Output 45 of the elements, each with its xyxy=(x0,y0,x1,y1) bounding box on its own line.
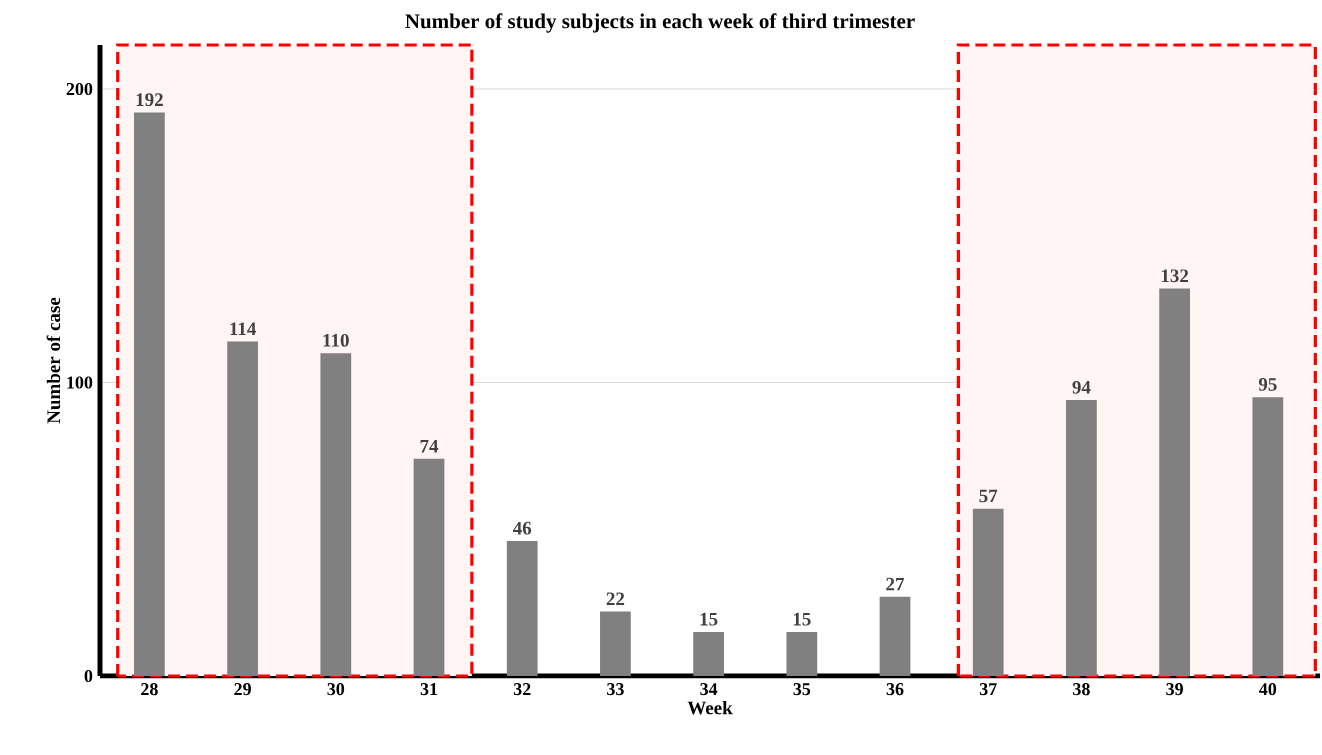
chart-title: Number of study subjects in each week of third trimester xyxy=(405,13,915,33)
data-label: 110 xyxy=(323,333,349,347)
data-label: 95 xyxy=(1258,378,1277,391)
x-tick-label: 29 xyxy=(234,683,251,696)
data-label: 22 xyxy=(606,592,625,606)
bar xyxy=(1252,397,1284,676)
bar xyxy=(320,353,352,676)
x-tick-label: 30 xyxy=(327,683,345,696)
y-tick-label: 100 xyxy=(67,376,93,389)
y-tick-label: 200 xyxy=(66,82,93,96)
data-label: 114 xyxy=(230,322,256,336)
x-tick-label: 36 xyxy=(886,683,904,696)
x-axis-title: Week xyxy=(687,700,733,715)
bar xyxy=(786,631,818,676)
bar xyxy=(879,596,911,676)
x-tick-label: 37 xyxy=(979,683,997,696)
x-tick-label: 34 xyxy=(700,683,718,696)
bar xyxy=(972,508,1004,676)
x-tick-label: 33 xyxy=(607,683,624,696)
data-label: 57 xyxy=(979,489,998,503)
y-axis-title: Number of case xyxy=(46,297,61,424)
data-label: 192 xyxy=(136,93,163,107)
bar xyxy=(413,458,445,676)
x-tick-label: 40 xyxy=(1259,683,1277,696)
bar xyxy=(134,112,165,676)
x-tick-label: 38 xyxy=(1073,683,1090,696)
x-tick-label: 28 xyxy=(141,683,158,696)
x-tick-label: 35 xyxy=(793,683,811,696)
x-tick-label: 39 xyxy=(1166,683,1183,696)
bar xyxy=(1066,400,1097,676)
y-tick-label: 0 xyxy=(84,669,93,683)
data-label: 74 xyxy=(420,439,439,453)
data-label: 94 xyxy=(1072,380,1091,394)
bar xyxy=(1159,288,1190,676)
x-tick-label: 31 xyxy=(420,683,438,696)
data-label: 15 xyxy=(700,612,718,626)
data-label: 15 xyxy=(793,612,811,626)
data-label: 27 xyxy=(886,577,905,591)
x-tick-label: 32 xyxy=(513,683,531,696)
bar xyxy=(600,611,631,676)
bar xyxy=(227,341,258,676)
data-label: 132 xyxy=(1161,269,1189,283)
data-label: 46 xyxy=(512,521,532,535)
bar xyxy=(506,540,538,676)
bar xyxy=(693,631,724,676)
